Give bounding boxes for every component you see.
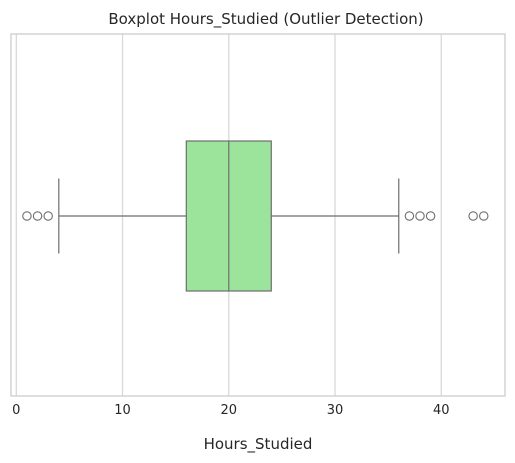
x-tick-labels: 0 10 20 30 40	[12, 403, 449, 418]
x-tick-label: 20	[221, 403, 238, 418]
outlier-point	[426, 212, 434, 220]
outlier-point	[469, 212, 477, 220]
outlier-point	[480, 212, 488, 220]
x-tick-label: 0	[12, 403, 20, 418]
outlier-point	[416, 212, 424, 220]
x-tick-label: 30	[327, 403, 344, 418]
outlier-point	[33, 212, 41, 220]
box-plot-group	[23, 141, 488, 291]
outlier-point	[23, 212, 31, 220]
x-axis-label: Hours_Studied	[204, 435, 313, 454]
outlier-point	[405, 212, 413, 220]
outlier-point	[44, 212, 52, 220]
x-tick-label: 10	[114, 403, 131, 418]
chart-title: Boxplot Hours_Studied (Outlier Detection…	[108, 10, 423, 29]
x-tick-label: 40	[433, 403, 450, 418]
